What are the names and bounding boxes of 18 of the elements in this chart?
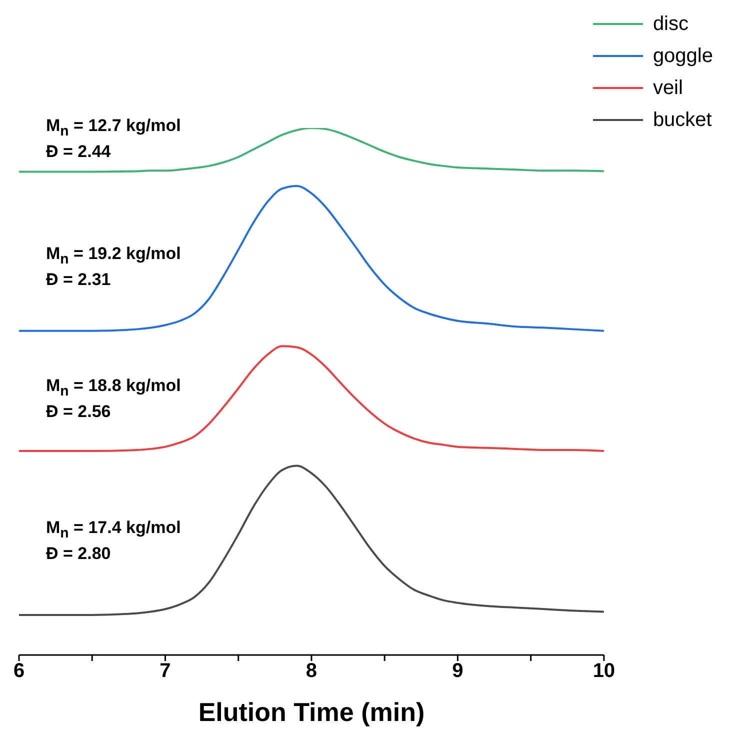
annotation: M$_{n}$ = 17.4 kg/mol xyxy=(46,518,181,542)
annotation: M$_{n}$ = 19.2 kg/mol xyxy=(46,244,181,268)
legend-label: bucket xyxy=(652,109,712,131)
annotation: Đ = 2.31 xyxy=(46,270,111,290)
x-axis-title: Elution Time (min) xyxy=(198,697,425,727)
legend-label: disc xyxy=(652,13,689,35)
x-tick-label: 8 xyxy=(306,660,318,682)
legend-label: veil xyxy=(652,77,683,99)
annotation: Đ = 2.80 xyxy=(46,544,111,564)
x-tick-label: 10 xyxy=(592,660,616,682)
x-tick-label: 6 xyxy=(13,660,25,682)
annotation: Đ = 2.56 xyxy=(46,402,111,422)
annotation: M$_{n}$ = 12.7 kg/mol xyxy=(46,116,181,140)
x-tick-label: 9 xyxy=(452,660,464,682)
legend-label: goggle xyxy=(652,45,713,67)
x-tick-label: 7 xyxy=(160,660,171,682)
annotation: Đ = 2.44 xyxy=(46,142,111,162)
annotation: M$_{n}$ = 18.8 kg/mol xyxy=(46,376,181,400)
